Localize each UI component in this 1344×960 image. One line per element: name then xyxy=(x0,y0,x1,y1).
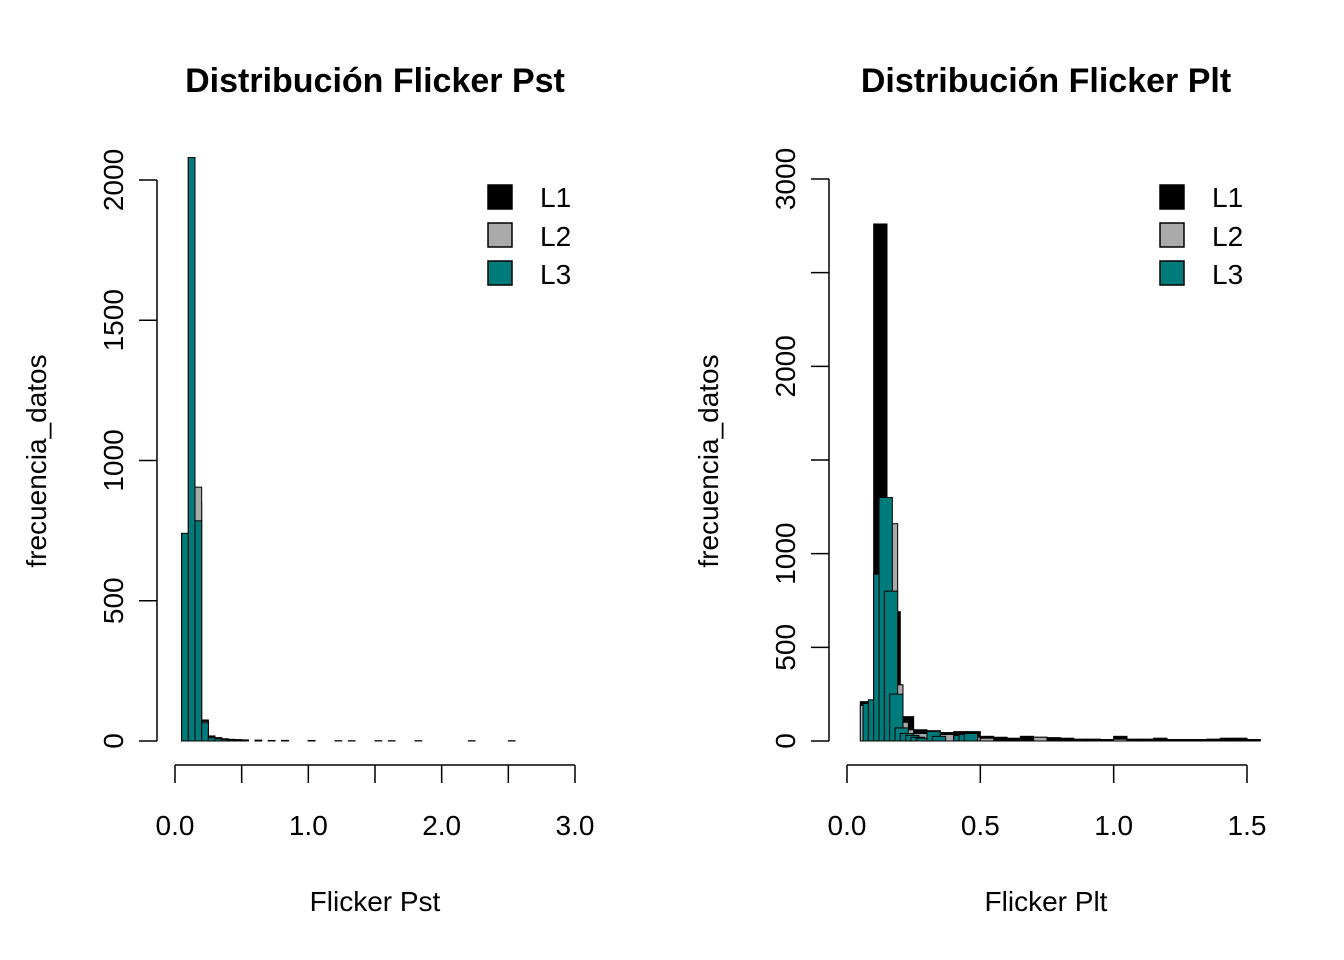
bar-l1 xyxy=(1246,739,1261,742)
bar-l1 xyxy=(1179,739,1195,742)
bar-l2 xyxy=(254,739,263,742)
legend-swatch-l1 xyxy=(487,184,513,210)
bar-l1 xyxy=(1099,739,1115,742)
chart-title: Distribución Flicker Plt xyxy=(861,62,1231,100)
bar-l2 xyxy=(281,739,289,742)
y-tick-label: 3000 xyxy=(770,148,801,210)
bars-layer xyxy=(181,157,516,742)
bar-l3 xyxy=(187,157,196,742)
legend-label-l3: L3 xyxy=(540,259,571,290)
x-axis: 0.0 0.5 1.0 1.5 xyxy=(828,764,1267,841)
legend-swatch-l3 xyxy=(487,260,513,286)
bar-l3 xyxy=(214,738,223,742)
bar-l2 xyxy=(979,737,995,742)
y-tick-label: 0 xyxy=(98,733,129,749)
bar-l1 xyxy=(1006,737,1021,742)
y-tick-label: 1000 xyxy=(770,523,801,585)
bar-l3 xyxy=(241,739,249,742)
y-axis: 0 500 1000 2000 3000 xyxy=(770,148,830,749)
y-tick-label: 1500 xyxy=(98,289,129,351)
bar-l2 xyxy=(1033,736,1048,742)
bar-l3 xyxy=(221,739,229,742)
legend-label-l1: L1 xyxy=(1212,182,1243,213)
legend-swatch-l2 xyxy=(487,222,513,248)
y-tick-label: 1000 xyxy=(98,429,129,491)
legend-label-l3: L3 xyxy=(1212,259,1243,290)
legend-label-l2: L2 xyxy=(1212,221,1243,252)
bar-l3 xyxy=(181,532,189,742)
legend-label-l2: L2 xyxy=(540,221,571,252)
bar-l3 xyxy=(963,733,979,742)
x-tick-label: 0.0 xyxy=(156,810,195,841)
bar-l1 xyxy=(234,739,243,742)
y-axis-label: frecuencia_datos xyxy=(693,354,724,567)
y-tick-label: 0 xyxy=(770,733,801,749)
y-tick-label: 2000 xyxy=(98,149,129,211)
x-tick-label: 1.5 xyxy=(1228,810,1267,841)
bar-l1 xyxy=(1153,737,1168,742)
bar-l1 xyxy=(1019,735,1035,742)
bar-l3 xyxy=(207,737,216,742)
x-axis-label: Flicker Pst xyxy=(310,886,441,917)
legend-label-l1: L1 xyxy=(540,182,571,213)
bar-l3 xyxy=(227,739,236,742)
bar-l2 xyxy=(1113,738,1128,742)
bar-l3 xyxy=(931,735,947,742)
x-tick-label: 1.0 xyxy=(1094,810,1133,841)
bar-l1 xyxy=(1193,739,1208,742)
bar-l1 xyxy=(1166,739,1181,742)
x-tick-label: 3.0 xyxy=(556,810,595,841)
legend: L1 L2 L3 xyxy=(1159,182,1243,290)
bar-l3 xyxy=(194,520,203,742)
x-tick-label: 1.0 xyxy=(289,810,328,841)
bar-l1 xyxy=(1139,738,1155,742)
bar-l1 xyxy=(1206,738,1221,742)
x-axis-label: Flicker Plt xyxy=(985,886,1108,917)
legend: L1 L2 L3 xyxy=(487,182,571,290)
bar-l1 xyxy=(1233,737,1248,742)
y-tick-label: 2000 xyxy=(770,335,801,397)
bar-l1 xyxy=(993,736,1008,742)
bars-layer xyxy=(859,223,1261,742)
bar-l1 xyxy=(1126,738,1141,742)
legend-swatch-l3 xyxy=(1159,260,1185,286)
y-tick-label: 500 xyxy=(98,577,129,624)
chart-title: Distribución Flicker Pst xyxy=(185,62,565,100)
bar-l1 xyxy=(1086,738,1101,742)
x-tick-label: 0.0 xyxy=(828,810,867,841)
panel-flicker-pst: Distribución Flicker Pst Flicker Pst fre… xyxy=(21,62,594,917)
bar-l1 xyxy=(1046,737,1061,742)
y-tick-label: 500 xyxy=(770,624,801,671)
x-tick-label: 2.0 xyxy=(422,810,461,841)
bar-l3 xyxy=(201,722,209,742)
bar-l1 xyxy=(1073,738,1088,742)
legend-swatch-l1 xyxy=(1159,184,1185,210)
y-axis-label: frecuencia_datos xyxy=(21,354,52,567)
bar-l1 xyxy=(1059,737,1075,742)
x-axis: 0.0 1.0 2.0 3.0 xyxy=(156,764,595,841)
y-axis: 0 500 1000 1500 2000 xyxy=(98,149,158,749)
panel-flicker-plt: Distribución Flicker Plt Flicker Plt fre… xyxy=(693,62,1266,917)
bar-l1 xyxy=(1219,737,1235,742)
legend-swatch-l2 xyxy=(1159,222,1185,248)
x-tick-label: 0.5 xyxy=(961,810,1000,841)
